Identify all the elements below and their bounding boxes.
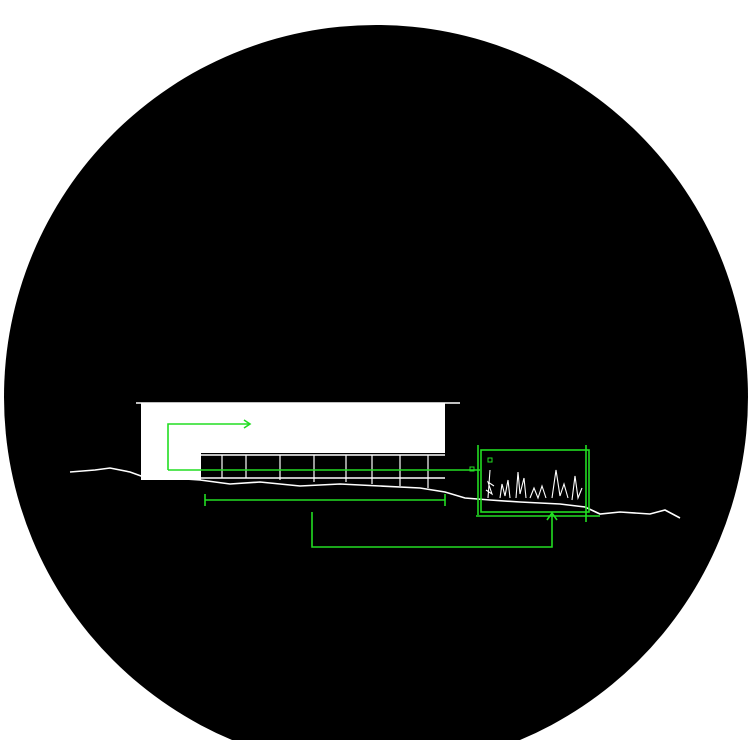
- plant: [571, 475, 583, 501]
- black-disc: [4, 25, 748, 740]
- building: [136, 402, 460, 488]
- frame: [480, 449, 590, 513]
- plant: [529, 484, 547, 500]
- arrow: [167, 423, 250, 470]
- arrow-head: [546, 511, 558, 521]
- annotations: [167, 419, 600, 548]
- plant: [485, 469, 495, 499]
- plant: [551, 469, 569, 499]
- arrow: [311, 512, 553, 548]
- base-block: [141, 453, 201, 480]
- marker: [469, 466, 475, 472]
- roof-block: [141, 403, 445, 453]
- arrow-head: [243, 419, 252, 429]
- plant: [499, 479, 511, 499]
- plant: [515, 471, 527, 499]
- vegetation: [485, 469, 583, 501]
- ground-line: [69, 467, 681, 519]
- marker: [487, 457, 493, 463]
